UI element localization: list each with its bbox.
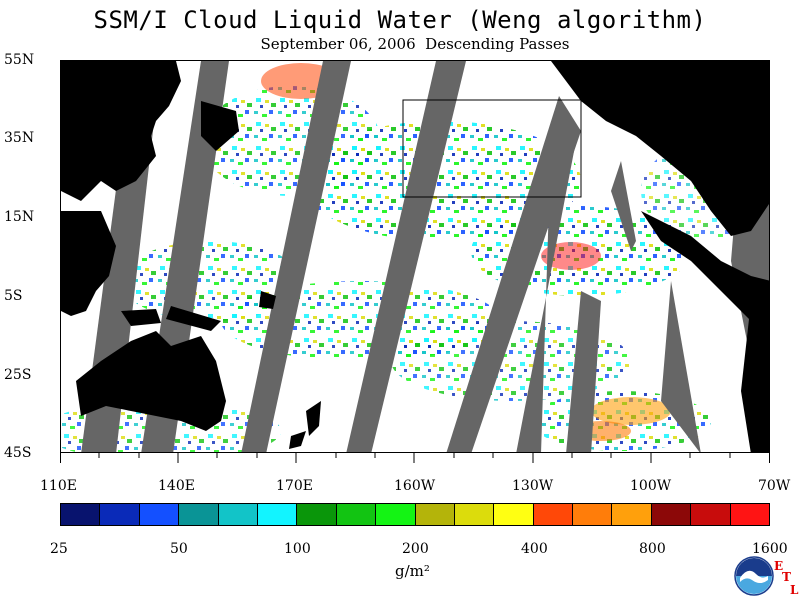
lat-label-5s: 5S [4, 288, 23, 304]
lon-label-130w: 130W [512, 478, 554, 494]
lon-label-140e: 140E [158, 478, 195, 494]
lat-label-45s: 45S [4, 445, 32, 461]
colorbar-swatch-10 [454, 504, 495, 525]
map-panel [60, 60, 770, 453]
noaa-logo [734, 556, 774, 596]
colorbar-swatch-2 [139, 504, 180, 525]
colorbar-label-200: 200 [402, 541, 429, 557]
chart-subtitle: September 06, 2006 Descending Passes [260, 35, 570, 53]
lat-label-35n: 35N [4, 130, 35, 146]
colorbar-swatch-0 [61, 504, 101, 525]
etl-letter-e: E [774, 559, 784, 573]
landmasses [61, 61, 769, 452]
colorbar-swatch-9 [415, 504, 455, 525]
lat-label-15n: 15N [4, 209, 35, 225]
colorbar-swatch-17 [730, 504, 770, 525]
colorbar-label-50: 50 [170, 541, 188, 557]
units-label: g/m² [395, 562, 430, 580]
colorbar-swatch-8 [376, 504, 416, 525]
colorbar-swatch-12 [533, 504, 574, 525]
colorbar-swatch-5 [257, 504, 298, 525]
lon-label-110e: 110E [40, 478, 77, 494]
colorbar-label-1600: 1600 [752, 541, 788, 557]
colorbar-label-100: 100 [284, 541, 311, 557]
region-box [402, 99, 582, 198]
colorbar-swatch-11 [494, 504, 534, 525]
lon-label-70w: 70W [758, 478, 791, 494]
colorbar-label-400: 400 [521, 541, 548, 557]
colorbar-swatch-14 [612, 504, 652, 525]
etl-letter-l: L [790, 583, 799, 597]
map-svg [61, 61, 769, 452]
etl-letter-t: T [782, 570, 791, 584]
lon-label-170e: 170E [276, 478, 313, 494]
colorbar-swatch-3 [179, 504, 219, 525]
chart-title: SSM/I Cloud Liquid Water (Weng algorithm… [93, 6, 707, 34]
lon-ticks [60, 453, 770, 463]
colorbar-label-800: 800 [639, 541, 666, 557]
colorbar-swatch-13 [573, 504, 613, 525]
lat-label-25s: 25S [4, 367, 32, 383]
colorbar-swatch-15 [651, 504, 692, 525]
colorbar-swatch-6 [297, 504, 337, 525]
lon-label-160w: 160W [394, 478, 436, 494]
lat-label-55n: 55N [4, 52, 35, 68]
colorbar-swatch-1 [100, 504, 140, 525]
colorbar-swatch-7 [336, 504, 377, 525]
lon-label-100w: 100W [630, 478, 672, 494]
colorbar-swatch-16 [691, 504, 731, 525]
colorbar [60, 503, 770, 526]
colorbar-label-25: 25 [50, 541, 68, 557]
colorbar-swatch-4 [218, 504, 258, 525]
